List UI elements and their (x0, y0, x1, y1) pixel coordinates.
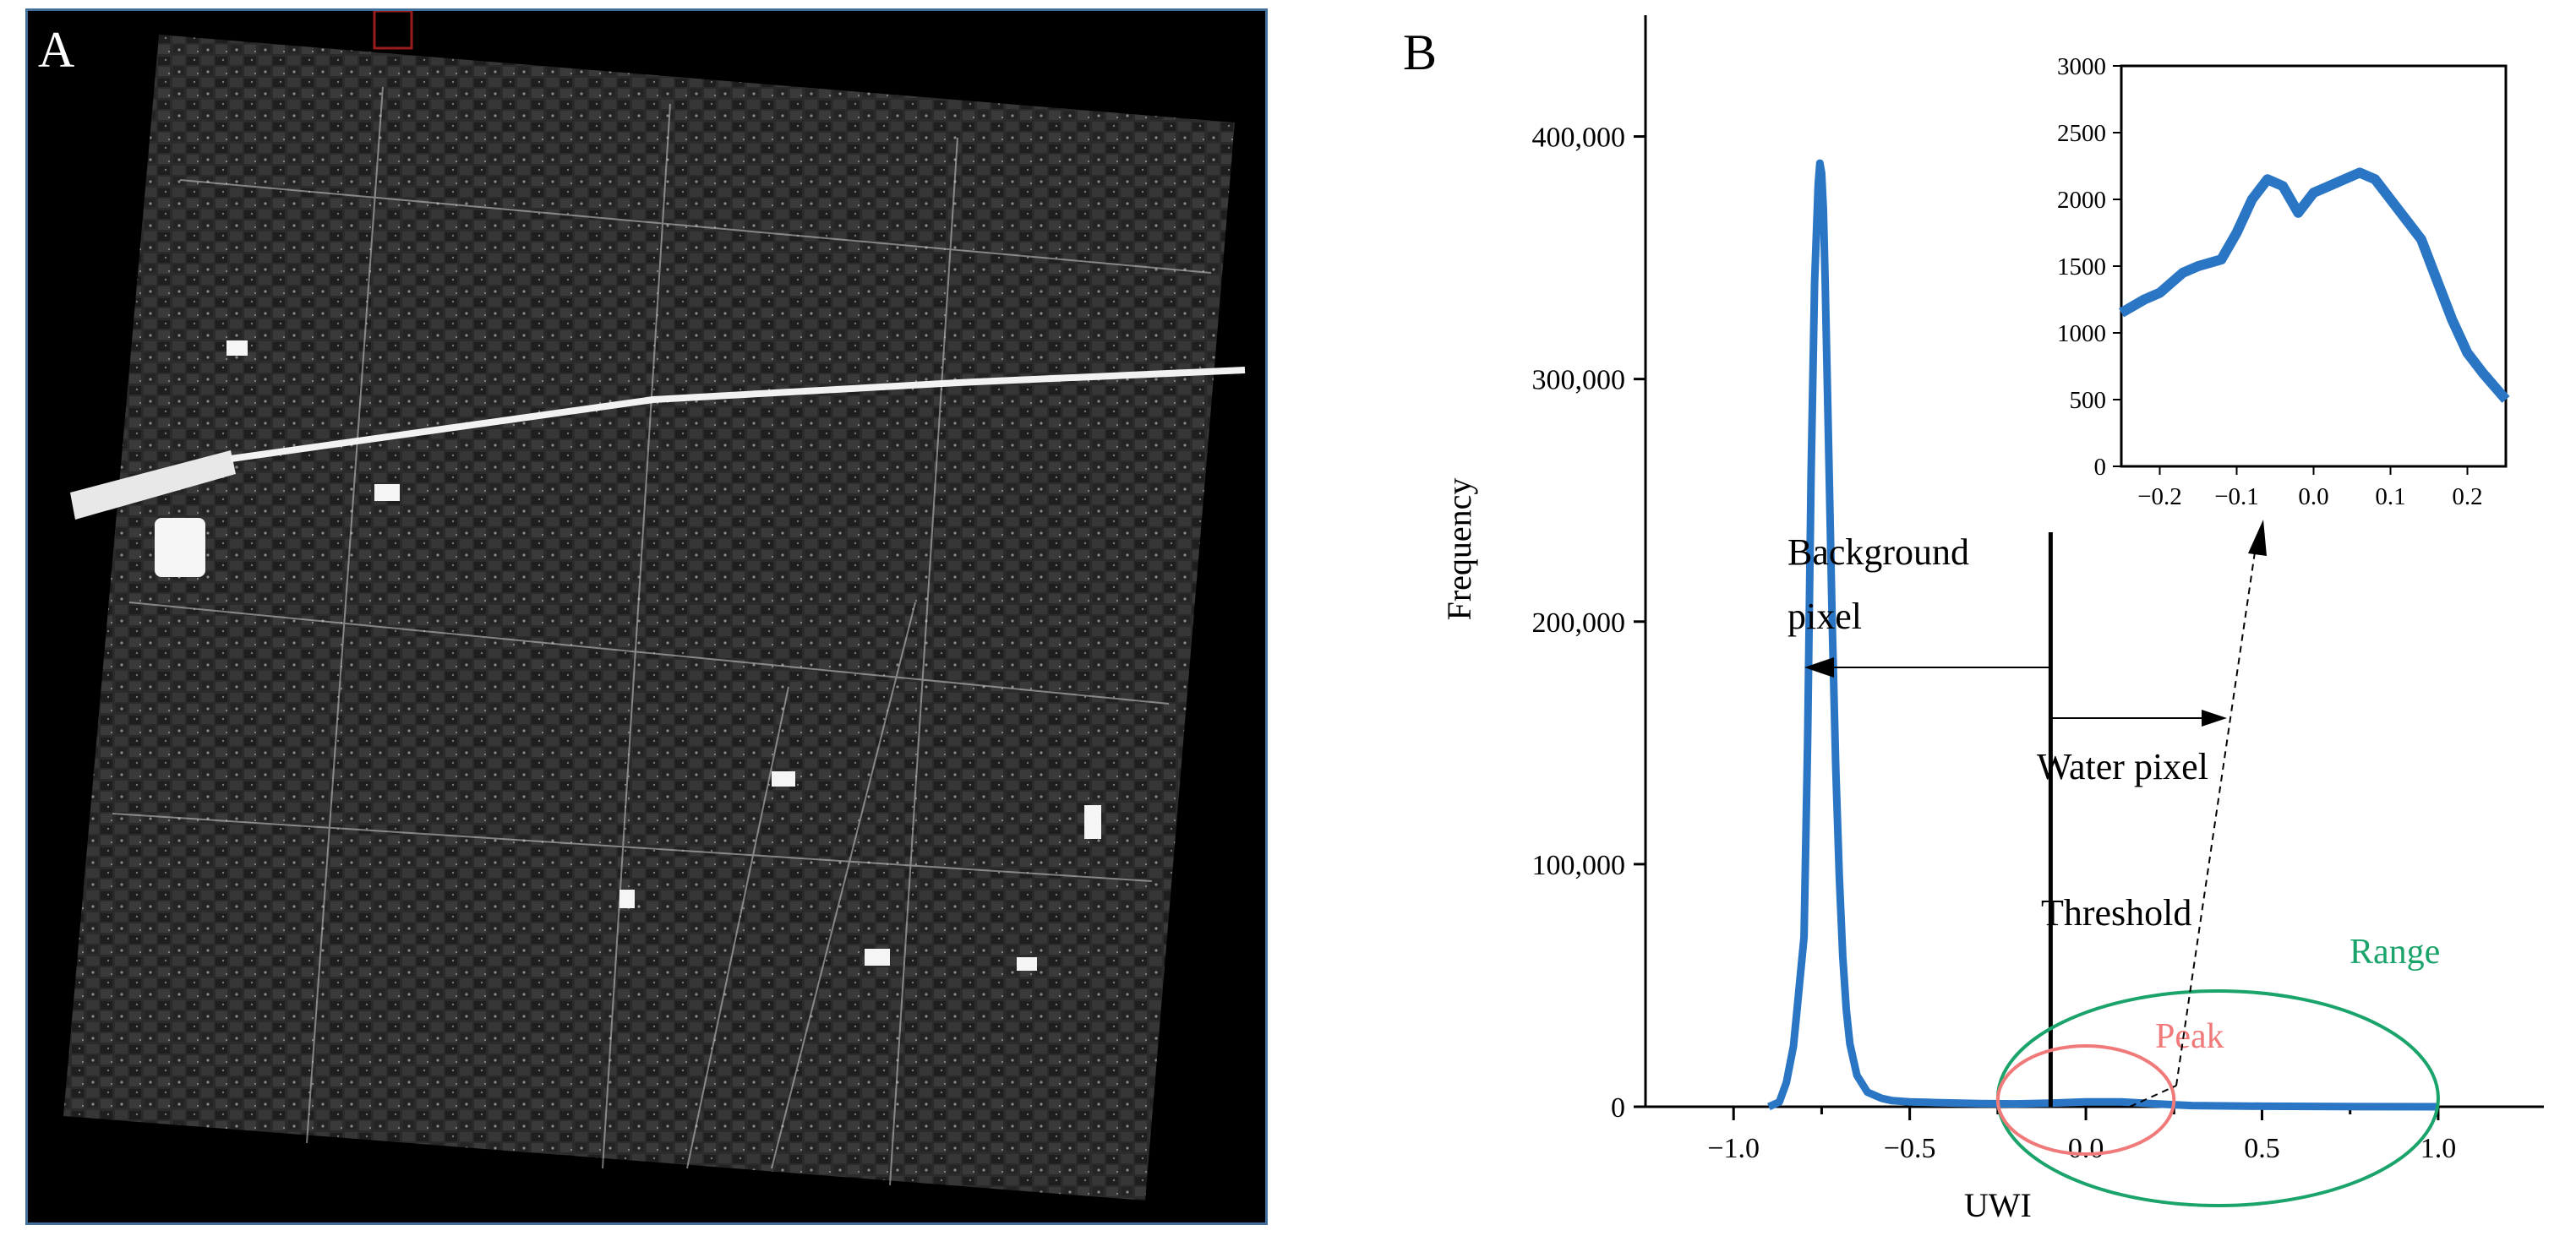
uwi-satellite-scene (63, 11, 1246, 1201)
inset-y-tick-label: 1500 (2057, 253, 2106, 280)
inset-y-tick-label: 1000 (2057, 320, 2106, 347)
panel-a-letter: A (38, 22, 75, 78)
inset-y-tick-label: 2000 (2057, 187, 2106, 214)
background-arrowhead (1804, 657, 1834, 678)
zoom-leader-line (2175, 540, 2257, 1086)
inset-frame (2120, 64, 2508, 468)
y-tick-label: 100,000 (1532, 850, 1626, 881)
threshold-label: Threshold (2041, 892, 2191, 934)
panel-b-letter: B (1403, 25, 1438, 80)
inset-x-tick-label: 0.1 (2375, 483, 2405, 510)
panel-a-satellite-image: A (25, 8, 1268, 1225)
inset-x-tick-label: −0.1 (2214, 483, 2259, 510)
range-label: Range (2350, 933, 2440, 972)
x-tick-label: −0.5 (1884, 1133, 1936, 1164)
x-tick-label: 1.0 (2420, 1133, 2457, 1164)
uwi-histogram-chart: 0 100,000 200,000 300,000 400,000 −1.0 −0.5 0.0… (1440, 15, 2544, 1224)
y-tick-label: 0 (1611, 1092, 1625, 1124)
background-label-line: pixel (1787, 596, 1862, 637)
inset-x-tick-label: 0.2 (2452, 483, 2482, 510)
main-axes: 0 100,000 200,000 300,000 400,000 −1.0 −0.5 0.0… (1440, 15, 2544, 1224)
inset-y-tick-label: 2500 (2057, 120, 2106, 147)
inset-y-tick-label: 500 (2070, 387, 2107, 414)
x-tick-label: 0.5 (2244, 1133, 2280, 1164)
y-tick-label: 300,000 (1532, 365, 1626, 396)
bright-canal (230, 367, 1246, 462)
inset-axes: 0 500 1000 1500 2000 2500 3000 −0.2 −0.1 0.0 0.1 0.… (2057, 53, 2508, 510)
y-tick-label: 200,000 (1532, 607, 1626, 639)
x-axis-title: UWI (1964, 1186, 2032, 1224)
scene-footprint (63, 35, 1235, 1201)
peak-ellipse (1995, 1044, 2176, 1156)
water-arrowhead (2202, 710, 2227, 727)
inset-x-tick-label: −0.2 (2137, 483, 2182, 510)
zoom-leader-arrowhead (2248, 520, 2267, 556)
inset-y-tick-label: 0 (2094, 454, 2107, 481)
background-label-line: Background (1787, 531, 1969, 573)
y-axis-title: Frequency (1440, 478, 1478, 621)
inset-x-tick-label: 0.0 (2298, 483, 2328, 510)
main-series-layer (1767, 159, 2438, 1111)
x-tick-label: 0.0 (2068, 1133, 2104, 1164)
inset-y-tick-label: 3000 (2057, 53, 2106, 80)
selection-marker (373, 11, 413, 50)
peak-label: Peak (2155, 1017, 2224, 1056)
inset-series-layer (2118, 167, 2510, 403)
inset-series-line (2118, 167, 2510, 403)
bright-water-strip (70, 450, 236, 520)
x-tick-label: −1.0 (1707, 1133, 1760, 1164)
zoom-leader-base (2129, 1085, 2177, 1108)
y-tick-label: 400,000 (1532, 123, 1626, 154)
background-pixel-label: Background pixel (1787, 531, 1969, 637)
water-pixel-label: Water pixel (2037, 746, 2208, 787)
annotation-layer: Background pixel Water pixel Threshold Range… (1787, 520, 2440, 1207)
series-line-uwi-frequency (1767, 159, 2438, 1111)
water-bodies (155, 340, 1101, 971)
